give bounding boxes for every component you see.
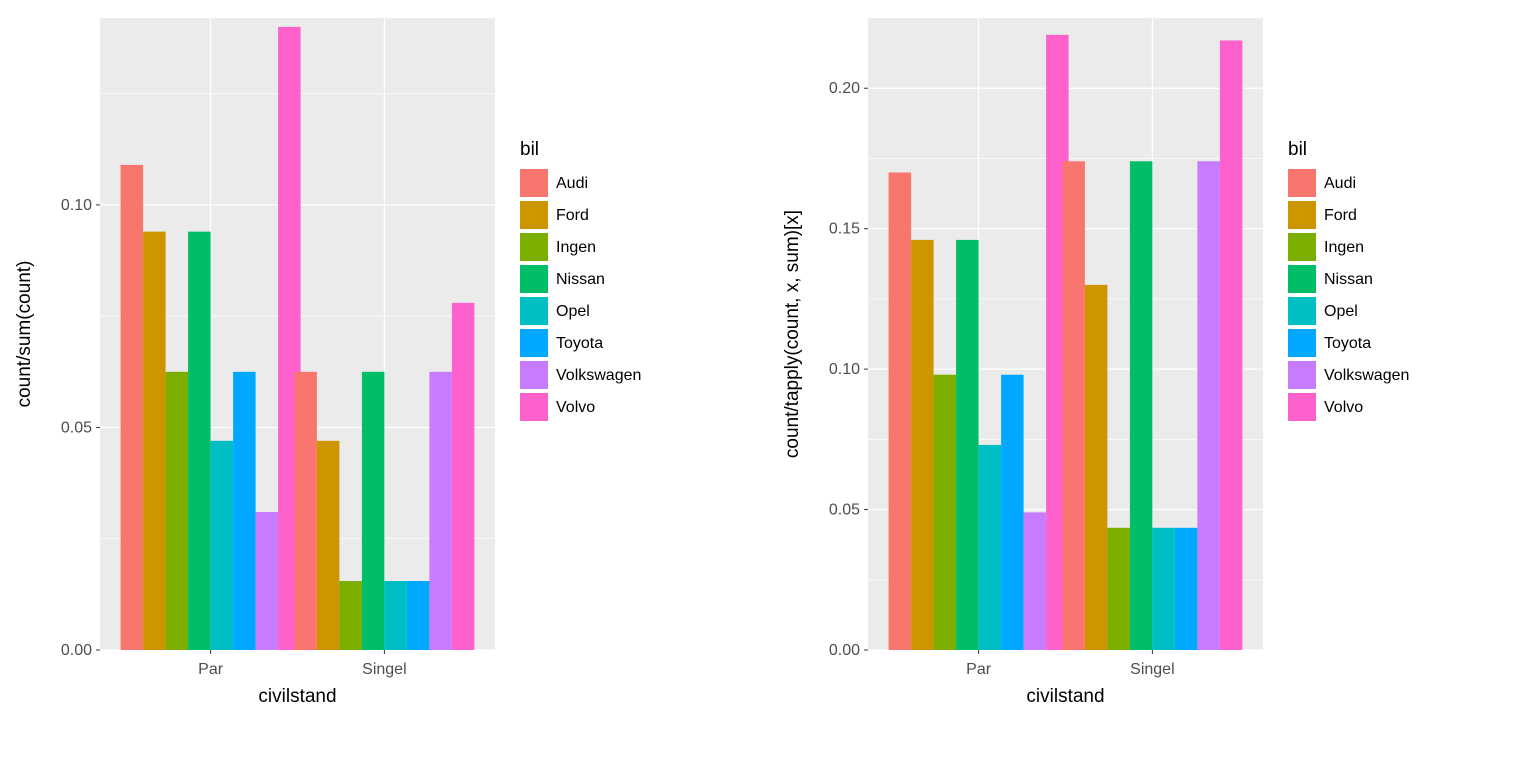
bar-singel-volkswagen [429, 372, 452, 650]
legend-label-volvo: Volvo [1324, 399, 1363, 416]
bar-par-ingen [166, 372, 189, 650]
legend-label-nissan: Nissan [1324, 271, 1373, 288]
bar-singel-ingen [1107, 528, 1130, 650]
legend-label-volkswagen: Volkswagen [1324, 367, 1409, 384]
legend-title: bil [520, 139, 539, 160]
legend-key-ford [520, 201, 548, 229]
bar-singel-ford [317, 441, 340, 650]
legend-key-ingen [1288, 233, 1316, 261]
bar-par-opel [979, 445, 1002, 650]
legend-key-volkswagen [520, 361, 548, 389]
legend-label-ingen: Ingen [1324, 239, 1364, 256]
bar-par-ford [143, 232, 166, 650]
bar-singel-audi [1062, 161, 1085, 650]
bar-singel-nissan [362, 372, 385, 650]
legend-label-ford: Ford [1324, 207, 1357, 224]
legend-key-nissan [1288, 265, 1316, 293]
legend-label-ingen: Ingen [556, 239, 596, 256]
legend-key-volvo [1288, 393, 1316, 421]
left-chart: 0.00 0.05 0.10 Par Singel civilstand count/sum… [0, 0, 768, 768]
legend-key-toyota [520, 329, 548, 357]
bar-par-volkswagen [1024, 512, 1047, 650]
legend-title: bil [1288, 139, 1307, 160]
legend-key-ingen [520, 233, 548, 261]
y-tick-label: 0.10 [61, 197, 92, 214]
bar-par-toyota [1001, 375, 1024, 650]
legend-label-toyota: Toyota [556, 335, 603, 352]
x-tick-label: Par [198, 661, 224, 678]
legend-key-toyota [1288, 329, 1316, 357]
bar-singel-volvo [452, 303, 475, 650]
legend-key-nissan [520, 265, 548, 293]
bar-par-audi [121, 165, 144, 650]
legend-key-audi [520, 169, 548, 197]
legend-label-nissan: Nissan [556, 271, 605, 288]
legend-key-ford [1288, 201, 1316, 229]
bar-par-toyota [233, 372, 256, 650]
bar-singel-ford [1085, 285, 1108, 650]
legend-key-volvo [520, 393, 548, 421]
x-axis-title: civilstand [258, 686, 336, 707]
y-tick-label: 0.15 [829, 221, 860, 238]
legend-key-opel [1288, 297, 1316, 325]
legend-label-audi: Audi [1324, 175, 1356, 192]
legend-key-opel [520, 297, 548, 325]
y-tick-label: 0.05 [61, 419, 92, 436]
right-chart: 0.00 0.05 0.10 0.15 0.20 Par Singel civilstand c… [768, 0, 1536, 768]
legend-label-opel: Opel [556, 303, 590, 320]
bar-singel-audi [294, 372, 317, 650]
legend-key-audi [1288, 169, 1316, 197]
x-tick-label: Par [966, 661, 992, 678]
bar-singel-opel [1152, 528, 1175, 650]
bar-par-opel [211, 441, 234, 650]
legend-label-volkswagen: Volkswagen [556, 367, 641, 384]
legend-label-opel: Opel [1324, 303, 1358, 320]
x-tick-label: Singel [1130, 661, 1174, 678]
bar-par-nissan [188, 232, 211, 650]
chart-container: 0.00 0.05 0.10 Par Singel civilstand count/sum… [0, 0, 1536, 768]
legend-key-volkswagen [1288, 361, 1316, 389]
bar-singel-toyota [1175, 528, 1198, 650]
bar-par-nissan [956, 240, 979, 650]
y-tick-label: 0.10 [829, 361, 860, 378]
legend-label-toyota: Toyota [1324, 335, 1371, 352]
y-tick-label: 0.05 [829, 502, 860, 519]
y-axis-title: count/tapply(count, x, sum)[x] [782, 210, 803, 458]
bar-singel-volkswagen [1197, 161, 1220, 650]
legend-label-volvo: Volvo [556, 399, 595, 416]
bar-singel-nissan [1130, 161, 1153, 650]
y-axis-title: count/sum(count) [14, 261, 35, 408]
bar-par-ingen [934, 375, 957, 650]
x-axis-title: civilstand [1026, 686, 1104, 707]
bar-singel-toyota [407, 581, 430, 650]
bar-par-ford [911, 240, 934, 650]
legend-label-audi: Audi [556, 175, 588, 192]
bar-par-volkswagen [256, 512, 279, 650]
bar-singel-ingen [339, 581, 362, 650]
y-tick-label: 0.00 [61, 642, 92, 659]
right-panel: 0.00 0.05 0.10 0.15 0.20 Par Singel civilstand c… [768, 0, 1536, 768]
bar-singel-volvo [1220, 40, 1243, 650]
bar-singel-opel [384, 581, 407, 650]
left-panel: 0.00 0.05 0.10 Par Singel civilstand count/sum… [0, 0, 768, 768]
y-tick-label: 0.20 [829, 80, 860, 97]
bar-par-audi [889, 172, 912, 650]
x-tick-label: Singel [362, 661, 406, 678]
y-tick-label: 0.00 [829, 642, 860, 659]
legend-label-ford: Ford [556, 207, 589, 224]
